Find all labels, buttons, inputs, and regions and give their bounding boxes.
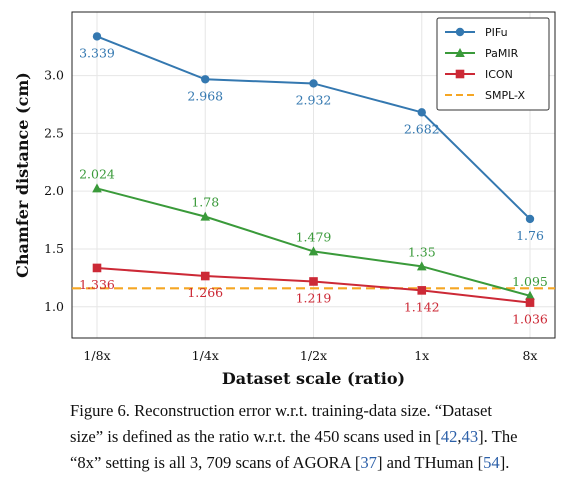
figure-caption: Figure 6. Reconstruction error w.r.t. tr… bbox=[70, 398, 560, 476]
x-tick-label: 1x bbox=[414, 348, 429, 363]
data-point-marker bbox=[308, 246, 319, 256]
x-tick-label: 8x bbox=[522, 348, 537, 363]
citation-link[interactable]: 37 bbox=[360, 453, 377, 472]
x-tick-label: 1/4x bbox=[192, 348, 219, 363]
data-label: 1.336 bbox=[79, 277, 115, 292]
y-tick-label: 2.0 bbox=[44, 183, 64, 198]
data-point-marker bbox=[416, 261, 427, 271]
caption-text: “8x” setting is all 3, 709 scans of AGOR… bbox=[70, 453, 361, 472]
data-point-marker bbox=[525, 290, 535, 300]
data-label: 1.78 bbox=[191, 195, 219, 210]
data-point-marker bbox=[200, 211, 211, 221]
caption-line-1: Figure 6. Reconstruction error w.r.t. tr… bbox=[70, 398, 560, 424]
data-point-marker bbox=[92, 263, 102, 273]
data-label: 2.968 bbox=[187, 88, 223, 103]
x-tick-label: 1/8x bbox=[83, 348, 110, 363]
chart-figure: 1.0 1.5 2.0 2.5 3.0 1/8x 1/4x 1/2x 1x 8x Dataset s… bbox=[13, 11, 556, 388]
legend-label: PIFu bbox=[485, 26, 508, 39]
citation-link[interactable]: 43 bbox=[461, 427, 479, 446]
data-label: 1.76 bbox=[516, 228, 544, 243]
data-label: 1.35 bbox=[408, 244, 436, 259]
data-label: 2.932 bbox=[296, 92, 332, 107]
y-tick-label: 1.0 bbox=[44, 299, 64, 314]
plot-frame bbox=[71, 11, 556, 339]
caption-text: size” is defined as the ratio w.r.t. the… bbox=[70, 427, 441, 446]
data-label: 3.339 bbox=[79, 45, 115, 60]
data-point-marker bbox=[417, 108, 426, 117]
data-label: 1.266 bbox=[187, 285, 223, 300]
series-icon bbox=[92, 263, 535, 307]
data-point-marker bbox=[455, 69, 465, 79]
y-tick-label: 2.5 bbox=[44, 125, 64, 140]
legend-label: ICON bbox=[485, 68, 513, 81]
data-point-marker bbox=[201, 75, 210, 84]
legend: PIFu PaMIR ICON SMPL-X bbox=[436, 17, 550, 111]
caption-text: ]. The bbox=[478, 427, 518, 446]
x-tick-label: 1/2x bbox=[300, 348, 327, 363]
series-pamir bbox=[92, 183, 535, 300]
line-chart: 1.0 1.5 2.0 2.5 3.0 1/8x 1/4x 1/2x 1x 8x Dataset s… bbox=[13, 11, 556, 388]
y-tick-label: 3.0 bbox=[44, 68, 64, 83]
data-point-marker bbox=[309, 79, 318, 88]
data-point-marker bbox=[525, 298, 535, 307]
citation-link[interactable]: 54 bbox=[483, 453, 500, 472]
legend-box bbox=[436, 17, 550, 111]
data-point-marker bbox=[92, 183, 102, 193]
caption-text: ] and THuman [ bbox=[376, 453, 484, 472]
data-point-marker bbox=[455, 27, 465, 37]
data-point-marker bbox=[525, 214, 535, 224]
data-label: 1.036 bbox=[512, 312, 548, 327]
legend-label: PaMIR bbox=[485, 47, 519, 60]
caption-text: , bbox=[457, 427, 462, 446]
data-label: 1.095 bbox=[512, 274, 548, 289]
caption-line-2: size” is defined as the ratio w.r.t. the… bbox=[70, 424, 560, 450]
data-point-marker bbox=[92, 32, 102, 41]
data-label: 2.024 bbox=[79, 166, 115, 181]
data-point-marker bbox=[455, 48, 465, 57]
data-label: 2.682 bbox=[404, 121, 440, 136]
data-label: 1.219 bbox=[296, 290, 332, 305]
data-label: 1.479 bbox=[296, 229, 332, 244]
citation-link[interactable]: 42 bbox=[440, 427, 458, 446]
caption-text: ]. bbox=[499, 453, 510, 472]
y-axis-title: Chamfer distance (cm) bbox=[13, 72, 32, 278]
caption-line-3: “8x” setting is all 3, 709 scans of AGOR… bbox=[70, 450, 560, 476]
caption-text: Figure 6. Reconstruction error w.r.t. tr… bbox=[70, 401, 492, 420]
data-point-marker bbox=[200, 271, 210, 281]
data-label: 1.142 bbox=[404, 299, 440, 314]
series-pifu bbox=[92, 32, 535, 224]
legend-label: SMPL-X bbox=[485, 89, 525, 102]
x-axis-title: Dataset scale (ratio) bbox=[222, 369, 405, 388]
data-point-marker bbox=[417, 286, 427, 295]
data-point-marker bbox=[309, 277, 318, 286]
y-tick-label: 1.5 bbox=[44, 241, 64, 256]
